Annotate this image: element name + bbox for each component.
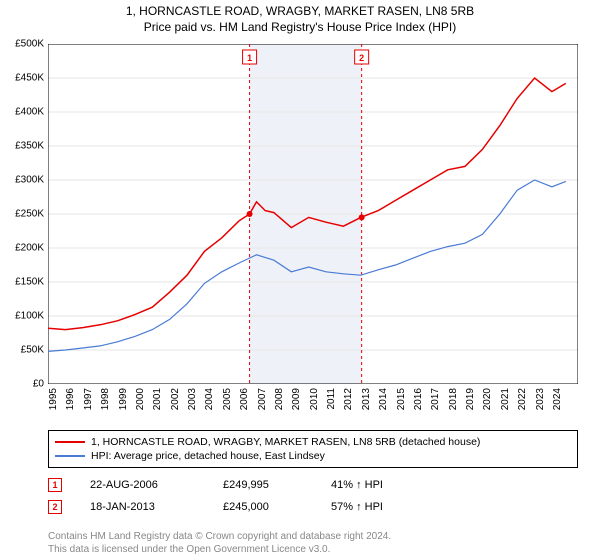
x-tick-label: 2015 xyxy=(396,388,407,410)
x-tick-label: 2009 xyxy=(291,388,302,410)
svg-text:2: 2 xyxy=(359,53,364,63)
credit-text: Contains HM Land Registry data © Crown c… xyxy=(48,531,578,556)
y-tick-label: £100K xyxy=(15,311,44,322)
sale-marker-icon: 2 xyxy=(48,500,62,514)
legend-item: HPI: Average price, detached house, East… xyxy=(55,449,571,463)
sale-hpi: 57% ↑ HPI xyxy=(331,501,421,513)
sale-hpi: 41% ↑ HPI xyxy=(331,479,421,491)
x-tick-label: 2000 xyxy=(135,388,146,410)
y-axis: £0£50K£100K£150K£200K£250K£300K£350K£400… xyxy=(0,44,48,384)
sale-marker-icon: 1 xyxy=(48,478,62,492)
legend-swatch xyxy=(55,441,85,443)
x-axis: 1995 1996 1997 1998 1999 2000 2001 2002 2003 2004… xyxy=(48,384,578,424)
y-tick-label: £300K xyxy=(15,175,44,186)
line-chart-svg: 12 xyxy=(48,44,578,384)
y-tick-label: £150K xyxy=(15,277,44,288)
legend-label: HPI: Average price, detached house, East… xyxy=(91,450,325,462)
x-tick-label: 2012 xyxy=(343,388,354,410)
sale-row: 1 22-AUG-2006 £249,995 41% ↑ HPI xyxy=(48,474,578,496)
x-tick-label: 2010 xyxy=(309,388,320,410)
y-tick-label: £0 xyxy=(33,379,44,390)
legend-swatch xyxy=(55,455,85,457)
x-tick-label: 2022 xyxy=(517,388,528,410)
plot-area: 12 xyxy=(48,44,578,384)
sale-price: £245,000 xyxy=(223,501,303,513)
credit-line-1: Contains HM Land Registry data © Crown c… xyxy=(48,531,578,544)
sale-date: 18-JAN-2013 xyxy=(90,501,195,513)
chart-container: 1, HORNCASTLE ROAD, WRAGBY, MARKET RASEN… xyxy=(0,0,600,560)
x-tick-label: 2004 xyxy=(204,388,215,410)
x-tick-label: 2001 xyxy=(152,388,163,410)
legend-item: 1, HORNCASTLE ROAD, WRAGBY, MARKET RASEN… xyxy=(55,435,571,449)
x-tick-label: 2017 xyxy=(430,388,441,410)
x-tick-label: 2002 xyxy=(170,388,181,410)
legend-label: 1, HORNCASTLE ROAD, WRAGBY, MARKET RASEN… xyxy=(91,436,480,448)
x-tick-label: 1995 xyxy=(48,388,59,410)
x-tick-label: 2023 xyxy=(535,388,546,410)
y-tick-label: £500K xyxy=(15,39,44,50)
x-tick-label: 2014 xyxy=(378,388,389,410)
sale-price: £249,995 xyxy=(223,479,303,491)
x-tick-label: 2021 xyxy=(500,388,511,410)
x-tick-label: 2003 xyxy=(187,388,198,410)
x-tick-label: 2020 xyxy=(482,388,493,410)
x-tick-label: 1996 xyxy=(65,388,76,410)
title-subtitle: Price paid vs. HM Land Registry's House … xyxy=(0,20,600,34)
sale-row: 2 18-JAN-2013 £245,000 57% ↑ HPI xyxy=(48,496,578,518)
sales-table: 1 22-AUG-2006 £249,995 41% ↑ HPI 2 18-JAN-201… xyxy=(48,474,578,518)
legend-box: 1, HORNCASTLE ROAD, WRAGBY, MARKET RASEN… xyxy=(48,430,578,468)
x-tick-label: 1999 xyxy=(118,388,129,410)
x-tick-label: 2016 xyxy=(413,388,424,410)
y-tick-label: £250K xyxy=(15,209,44,220)
title-address: 1, HORNCASTLE ROAD, WRAGBY, MARKET RASEN… xyxy=(0,4,600,18)
y-tick-label: £450K xyxy=(15,73,44,84)
x-tick-label: 2006 xyxy=(239,388,250,410)
x-tick-label: 2013 xyxy=(361,388,372,410)
credit-line-2: This data is licensed under the Open Gov… xyxy=(48,544,578,557)
svg-text:1: 1 xyxy=(247,53,252,63)
x-tick-label: 1998 xyxy=(100,388,111,410)
chart-titles: 1, HORNCASTLE ROAD, WRAGBY, MARKET RASEN… xyxy=(0,0,600,34)
sale-date: 22-AUG-2006 xyxy=(90,479,195,491)
x-tick-label: 2007 xyxy=(257,388,268,410)
x-tick-label: 2008 xyxy=(274,388,285,410)
x-tick-label: 2024 xyxy=(552,388,563,410)
y-tick-label: £350K xyxy=(15,141,44,152)
x-tick-label: 2019 xyxy=(465,388,476,410)
y-tick-label: £50K xyxy=(21,345,44,356)
x-tick-label: 2011 xyxy=(326,388,337,410)
x-tick-label: 1997 xyxy=(83,388,94,410)
y-tick-label: £400K xyxy=(15,107,44,118)
y-tick-label: £200K xyxy=(15,243,44,254)
x-tick-label: 2018 xyxy=(448,388,459,410)
x-tick-label: 2005 xyxy=(222,388,233,410)
